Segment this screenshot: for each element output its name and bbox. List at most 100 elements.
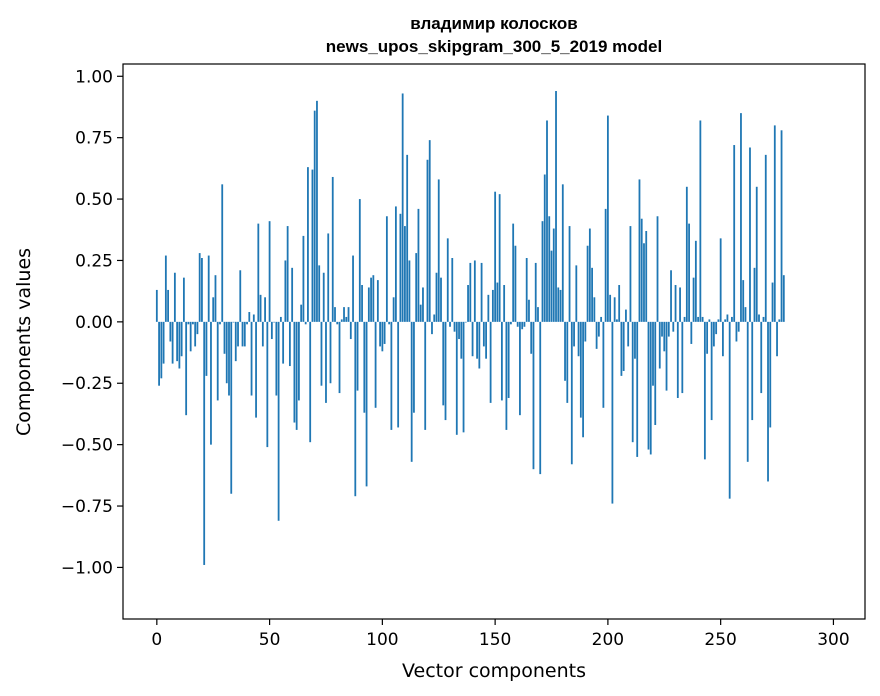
- bar: [593, 297, 596, 322]
- bar: [579, 321, 582, 418]
- bar: [354, 321, 357, 497]
- bar: [584, 321, 587, 342]
- bar: [491, 289, 494, 322]
- bar: [679, 287, 681, 322]
- bar: [561, 184, 564, 322]
- bar: [417, 208, 420, 322]
- bar: [320, 321, 323, 386]
- bar: [519, 321, 521, 416]
- bar: [379, 321, 381, 347]
- bar: [252, 314, 255, 322]
- bar: [205, 321, 208, 376]
- bar: [717, 319, 720, 322]
- bar: [167, 289, 169, 322]
- bar: [250, 321, 253, 396]
- bar: [670, 270, 672, 322]
- bar: [597, 321, 600, 337]
- bar: [505, 321, 508, 430]
- bar: [758, 314, 760, 322]
- bar: [737, 321, 740, 332]
- bar: [625, 309, 627, 322]
- bar: [548, 216, 551, 322]
- bar: [311, 169, 314, 322]
- bar: [640, 218, 643, 322]
- bar: [528, 299, 530, 322]
- bar: [273, 321, 275, 323]
- bar: [780, 130, 783, 322]
- bar: [694, 240, 697, 322]
- bar: [367, 287, 370, 322]
- bar: [158, 321, 160, 386]
- bar: [755, 186, 758, 322]
- bar: [329, 321, 332, 384]
- bar: [762, 316, 765, 322]
- bar: [500, 321, 503, 401]
- bar: [525, 258, 528, 322]
- bar: [219, 321, 221, 325]
- bar: [385, 216, 388, 322]
- bar: [498, 194, 501, 322]
- bar: [555, 91, 557, 322]
- y-tick-label: 1.00: [75, 67, 113, 87]
- bar: [374, 321, 377, 408]
- bar: [778, 319, 781, 322]
- bar: [771, 282, 774, 322]
- bar: [243, 321, 246, 347]
- bar: [293, 321, 296, 423]
- bar: [207, 255, 210, 322]
- bar: [426, 159, 429, 322]
- bar: [401, 93, 404, 322]
- bar: [228, 321, 230, 396]
- bar: [234, 321, 237, 362]
- bar: [620, 321, 623, 376]
- bar: [566, 321, 569, 403]
- bar: [733, 145, 736, 322]
- bar: [588, 228, 591, 322]
- bar: [268, 221, 271, 322]
- bar: [692, 277, 695, 322]
- bar: [404, 226, 406, 322]
- bar: [645, 230, 648, 322]
- bar: [769, 321, 772, 428]
- bar: [455, 321, 458, 435]
- bar: [173, 272, 176, 322]
- bar: [232, 321, 235, 323]
- bar: [462, 321, 465, 433]
- bar: [307, 167, 309, 322]
- bar: [451, 258, 454, 322]
- bar: [458, 321, 460, 340]
- bar: [237, 321, 239, 347]
- bar: [724, 319, 727, 322]
- bar: [464, 321, 467, 323]
- bar: [221, 184, 224, 322]
- bar: [453, 321, 456, 332]
- bar: [557, 287, 560, 322]
- bar: [665, 321, 668, 391]
- x-tick-label: 250: [704, 630, 736, 650]
- bar: [485, 321, 487, 359]
- bar: [361, 285, 363, 322]
- bar: [735, 321, 738, 342]
- bar: [300, 304, 303, 322]
- bar: [338, 321, 341, 394]
- bar: [618, 285, 621, 322]
- bar: [681, 321, 684, 394]
- bar: [663, 321, 666, 352]
- bar: [334, 307, 336, 322]
- bar: [322, 272, 325, 322]
- bar: [198, 253, 201, 322]
- bar: [616, 319, 618, 322]
- bar: [740, 113, 742, 322]
- bar: [649, 321, 652, 455]
- x-tick-label: 200: [592, 630, 624, 650]
- bar: [478, 321, 481, 369]
- bar: [699, 120, 702, 322]
- chart-subtitle: news_upos_skipgram_300_5_2019 model: [326, 37, 662, 56]
- bar: [316, 100, 318, 322]
- bar: [225, 321, 228, 384]
- bar: [480, 262, 483, 322]
- bar: [715, 321, 718, 335]
- bar: [343, 307, 345, 322]
- bar: [661, 321, 663, 337]
